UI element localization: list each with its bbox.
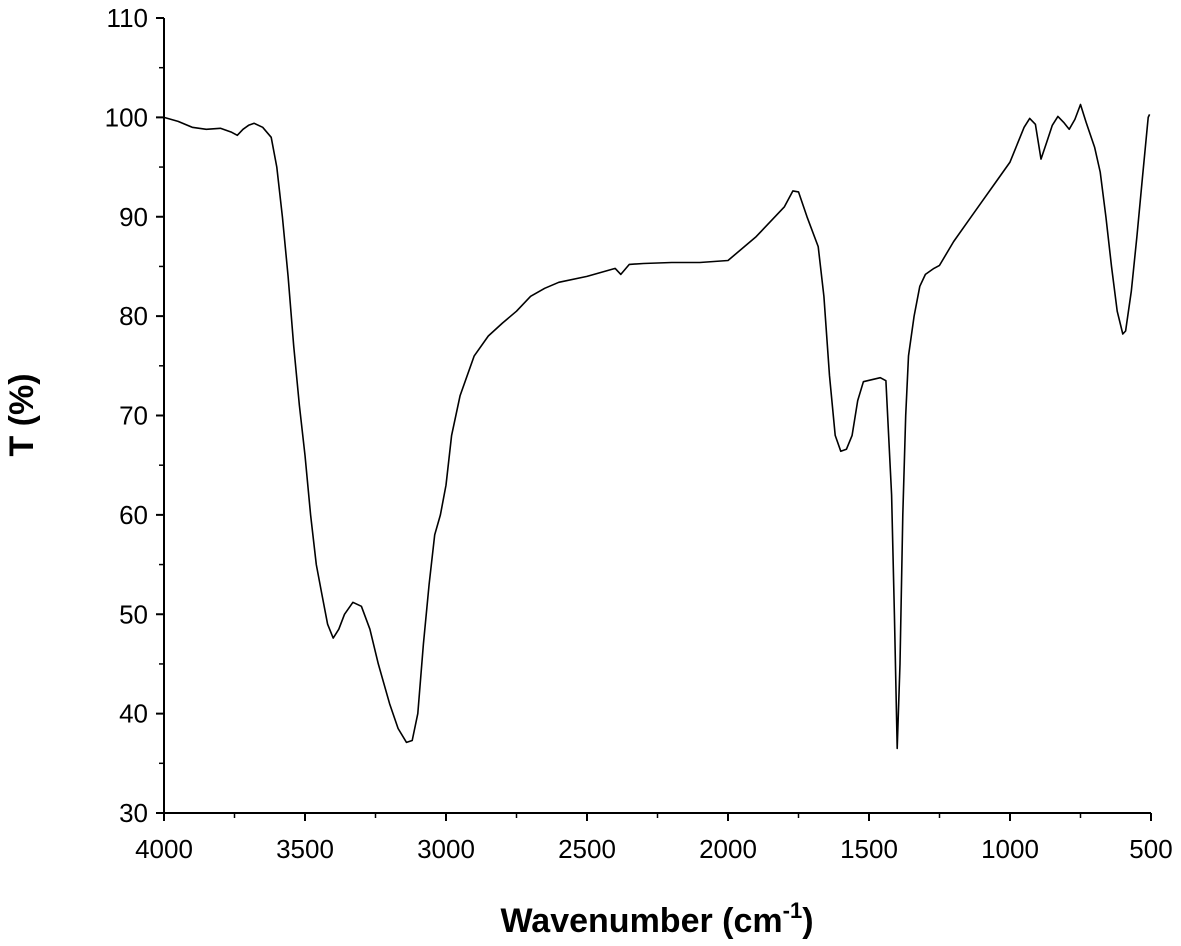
x-tick-label: 1500 [840, 834, 898, 864]
axes [163, 18, 1151, 814]
x-tick-label: 3000 [417, 834, 475, 864]
x-axis-title-suffix: ) [802, 902, 813, 940]
series-group [163, 103, 1151, 750]
y-tick-label: 110 [107, 3, 148, 33]
y-tick-label: 30 [119, 798, 148, 828]
y-tick-label: 60 [119, 500, 148, 530]
y-tick-label: 40 [119, 699, 148, 729]
x-tick-label: 4000 [135, 834, 193, 864]
x-tick-label: 1000 [981, 834, 1039, 864]
y-tick-label: 70 [119, 401, 148, 431]
x-ticks: 4000 3500 3000 2500 2000 1500 1000 500 [135, 813, 1173, 864]
x-tick-label: 2500 [558, 834, 616, 864]
y-axis-title: T (%) [3, 373, 41, 456]
x-tick-label: 2000 [699, 834, 757, 864]
y-ticks: 30 40 50 60 70 80 90 100 110 [105, 3, 164, 828]
x-axis-title: Wavenumber (cm-1) [500, 898, 813, 940]
y-tick-label: 90 [119, 202, 148, 232]
x-tick-label: 3500 [276, 834, 334, 864]
x-axis-title-main: Wavenumber (cm [500, 902, 782, 940]
y-tick-label: 80 [119, 301, 148, 331]
series-line [163, 103, 1151, 750]
y-tick-label: 50 [119, 599, 148, 629]
y-tick-label: 100 [105, 102, 148, 132]
x-tick-label: 500 [1129, 834, 1172, 864]
x-axis-title-superscript: -1 [783, 898, 803, 923]
